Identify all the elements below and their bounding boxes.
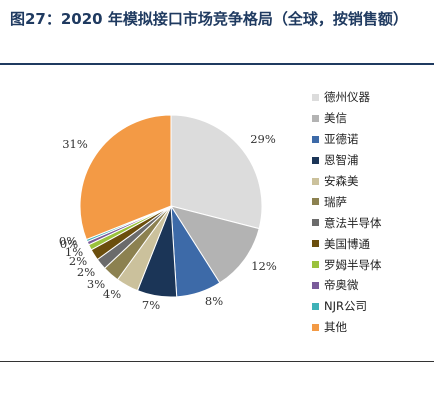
legend-label: 恩智浦 bbox=[324, 153, 359, 168]
pie-chart: 29%12%8%7%4%3%2%2%1%0%0%31% bbox=[59, 114, 277, 312]
legend-swatch bbox=[312, 114, 319, 122]
chart-legend: 德州仪器美信亚德诺恩智浦安森美瑞萨意法半导体美国博通罗姆半导体帝奥微 NJR公司其… bbox=[312, 87, 382, 338]
pie-labels: 29%12%8%7%4%3%2%2%1%0%0%31% bbox=[59, 132, 277, 312]
legend-item: 恩智浦 bbox=[312, 150, 382, 171]
legend-label: 罗姆半导体 bbox=[324, 257, 382, 272]
legend-item: 德州仪器 bbox=[312, 87, 382, 108]
legend-label: 意法半导体 bbox=[324, 215, 382, 230]
legend-swatch bbox=[312, 198, 319, 206]
legend-swatch bbox=[312, 323, 319, 331]
pie-data-label-4: 7% bbox=[142, 298, 160, 312]
legend-label: 美信 bbox=[324, 111, 347, 126]
legend-item: 安森美 bbox=[312, 171, 382, 192]
legend-item: 美国博通 bbox=[312, 233, 382, 254]
legend-label: 其他 bbox=[324, 320, 347, 335]
legend-item: 亚德诺 bbox=[312, 129, 382, 150]
legend-label: 德州仪器 bbox=[324, 90, 370, 105]
chart-title: 图27：2020 年模拟接口市场竞争格局（全球，按销售额） bbox=[10, 10, 408, 28]
legend-swatch bbox=[312, 261, 319, 269]
legend-swatch bbox=[312, 281, 319, 289]
pie-slice-1 bbox=[170, 114, 263, 230]
legend-item: 罗姆半导体 bbox=[312, 254, 382, 275]
pie-data-label-3: 8% bbox=[205, 294, 223, 308]
pie-data-label-5: 4% bbox=[103, 287, 121, 301]
legend-label: 亚德诺 bbox=[324, 132, 359, 147]
legend-item: 帝奥微 bbox=[312, 275, 382, 296]
pie-data-label-8: 2% bbox=[69, 254, 87, 268]
legend-label: 安森美 bbox=[324, 174, 359, 188]
legend-swatch bbox=[312, 93, 319, 101]
pie-data-label-2: 12% bbox=[251, 259, 277, 273]
pie-data-label-9: 1% bbox=[65, 245, 83, 259]
legend-label: 瑞萨 bbox=[324, 194, 347, 209]
pie-data-label-6: 3% bbox=[87, 277, 105, 291]
legend-label: NJR公司 bbox=[324, 299, 367, 314]
pie-data-label-7: 2% bbox=[77, 265, 95, 279]
pie-slice-12 bbox=[79, 114, 172, 241]
legend-item: 其他 bbox=[312, 317, 382, 338]
pie-data-label-1: 29% bbox=[250, 132, 276, 146]
legend-swatch bbox=[312, 135, 319, 143]
legend-item: 意法半导体 bbox=[312, 212, 382, 233]
legend-item: 瑞萨 bbox=[312, 191, 382, 212]
bottom-rule bbox=[0, 361, 434, 362]
pie-slice-2 bbox=[169, 205, 260, 284]
pie-data-label-10: 0% bbox=[60, 237, 78, 251]
pie-slices bbox=[79, 114, 263, 298]
legend-item: 美信 bbox=[312, 108, 382, 129]
legend-swatch bbox=[312, 302, 319, 310]
legend-swatch bbox=[312, 177, 319, 185]
legend-label: 美国博通 bbox=[324, 236, 370, 251]
legend-label: 帝奥微 bbox=[324, 278, 359, 293]
pie-data-label-12: 31% bbox=[62, 137, 88, 151]
legend-swatch bbox=[312, 240, 319, 248]
legend-swatch bbox=[312, 156, 319, 164]
legend-swatch bbox=[312, 219, 319, 227]
top-rule bbox=[0, 63, 434, 65]
legend-item: NJR公司 bbox=[312, 296, 382, 317]
pie-data-label-11: 0% bbox=[59, 234, 77, 248]
